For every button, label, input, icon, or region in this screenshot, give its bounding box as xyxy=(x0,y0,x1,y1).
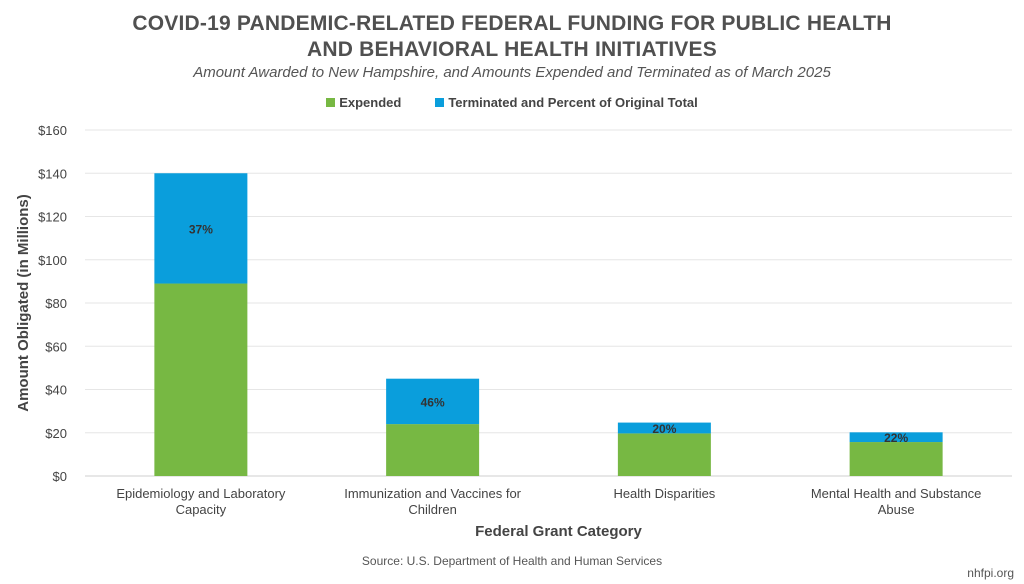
x-tick-label: Mental Health and Substance xyxy=(811,486,982,501)
legend-label-expended: Expended xyxy=(339,95,402,110)
x-tick-label: Epidemiology and Laboratory xyxy=(116,486,286,501)
y-tick-label: $0 xyxy=(53,469,67,484)
y-tick-label: $40 xyxy=(45,383,67,398)
y-axis-title: Amount Obligated (in Millions) xyxy=(15,194,32,411)
x-tick-label: Capacity xyxy=(176,502,227,517)
bar-expended xyxy=(617,433,711,476)
y-tick-label: $120 xyxy=(38,210,67,225)
y-tick-label: $140 xyxy=(38,166,67,181)
legend-swatch-expended xyxy=(326,98,336,107)
bar-terminated xyxy=(154,173,248,284)
bar-expended xyxy=(154,283,248,476)
bar-data-label: 22% xyxy=(884,431,908,445)
legend-item-terminated: Terminated and Percent of Original Total xyxy=(435,95,698,110)
chart-title-line-1: COVID-19 PANDEMIC-RELATED FEDERAL FUNDIN… xyxy=(132,12,892,35)
y-tick-label: $100 xyxy=(38,253,67,268)
bar-terminated xyxy=(386,378,480,425)
y-tick-label: $60 xyxy=(45,339,67,354)
source-note: Source: U.S. Department of Health and Hu… xyxy=(361,554,663,568)
chart-title-line-2: AND BEHAVIORAL HEALTH INITIATIVES xyxy=(307,38,717,61)
bar-expended xyxy=(386,424,480,476)
y-tick-label: $20 xyxy=(45,426,67,441)
y-tick-label: $160 xyxy=(38,123,67,138)
bar-data-label: 20% xyxy=(652,422,676,436)
legend-item-expended: Expended xyxy=(326,95,401,110)
y-tick-label: $80 xyxy=(45,296,67,311)
x-tick-label: Health Disparities xyxy=(613,486,715,501)
x-tick-label: Immunization and Vaccines for xyxy=(344,486,521,501)
brand-label: nhfpi.org xyxy=(967,566,1014,580)
chart-legend: Expended Terminated and Percent of Origi… xyxy=(0,95,1024,110)
legend-swatch-terminated xyxy=(435,98,445,107)
x-tick-label: Children xyxy=(408,502,456,517)
chart-subtitle: Amount Awarded to New Hampshire, and Amo… xyxy=(193,64,831,81)
bar-expended xyxy=(849,442,943,476)
bar-data-label: 46% xyxy=(421,395,445,409)
legend-label-terminated: Terminated and Percent of Original Total xyxy=(448,95,698,110)
bar-terminated xyxy=(849,432,943,443)
x-tick-label: Abuse xyxy=(878,502,915,517)
x-axis-title: Federal Grant Category xyxy=(475,523,642,540)
bar-terminated xyxy=(617,422,711,434)
bar-data-label: 37% xyxy=(189,222,213,236)
